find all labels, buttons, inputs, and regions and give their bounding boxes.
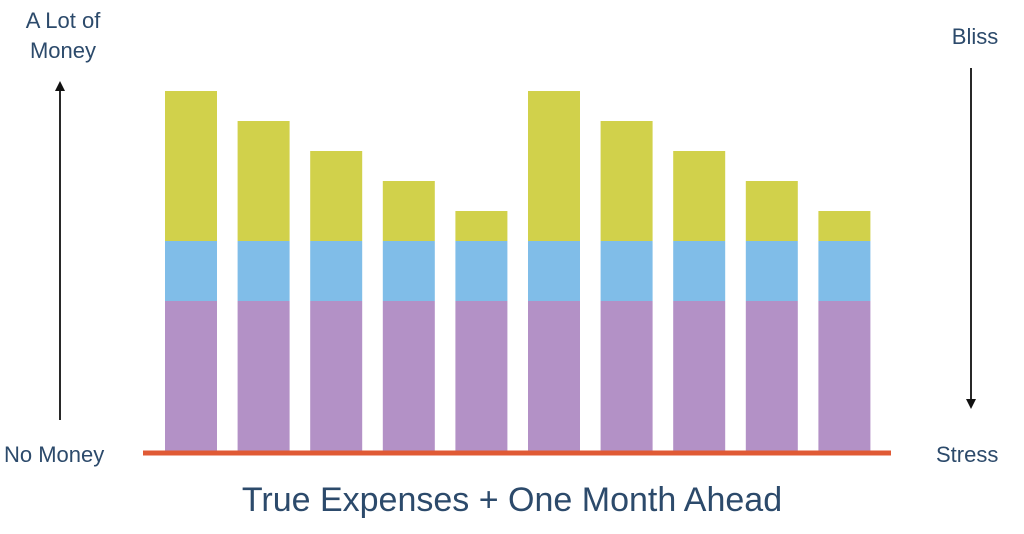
bar-8-segment-2	[673, 241, 726, 301]
bar-7-segment-1	[600, 301, 653, 451]
bar-6-segment-2	[528, 241, 580, 301]
bar-6-segment-1	[528, 301, 580, 451]
bar-5-segment-3	[455, 211, 508, 241]
bar-9-segment-2	[745, 241, 798, 301]
bar-7-segment-2	[600, 241, 653, 301]
bar-3-segment-3	[310, 151, 363, 241]
bar-4-segment-2	[382, 241, 435, 301]
bar-4-segment-1	[382, 301, 435, 451]
bar-5-segment-2	[455, 241, 508, 301]
bar-4-segment-3	[382, 181, 435, 241]
bar-10-segment-1	[818, 301, 871, 451]
bar-1-segment-2	[165, 241, 217, 301]
top-left-label: A Lot of Money	[25, 8, 101, 63]
bar-8-segment-1	[673, 301, 726, 451]
chart-title: True Expenses + One Month Ahead	[241, 481, 783, 519]
bar-3-segment-2	[310, 241, 363, 301]
bar-2-segment-2	[237, 241, 290, 301]
bar-9-segment-1	[745, 301, 798, 451]
bar-2-segment-3	[237, 121, 290, 241]
bar-8-segment-3	[673, 151, 726, 241]
bar-1-segment-3	[165, 91, 217, 241]
bottom-left-label: No Money	[4, 442, 105, 467]
bar-5-segment-1	[455, 301, 508, 451]
bar-6-segment-3	[528, 91, 580, 241]
bars-group	[165, 91, 871, 451]
bar-3-segment-1	[310, 301, 363, 451]
bottom-right-label: Stress	[936, 442, 999, 467]
bar-9-segment-3	[745, 181, 798, 241]
bar-2-segment-1	[237, 301, 290, 451]
bar-1-segment-1	[165, 301, 217, 451]
bar-7-segment-3	[600, 121, 653, 241]
bar-10-segment-3	[818, 211, 871, 241]
top-right-label: Bliss	[951, 24, 999, 49]
bar-10-segment-2	[818, 241, 871, 301]
